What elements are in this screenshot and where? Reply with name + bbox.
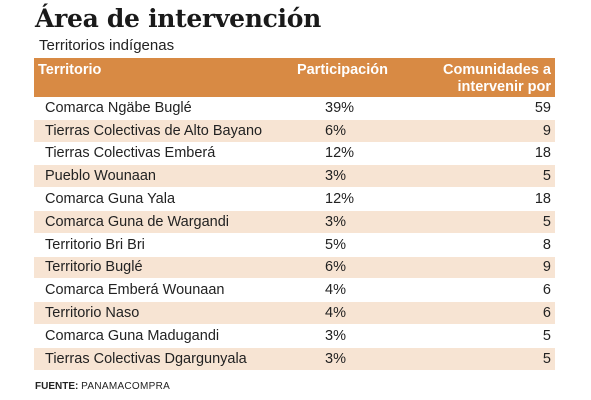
- table-row: Comarca Emberá Wounaan 4% 6: [34, 279, 555, 303]
- table-row: Tierras Colectivas Dgargunyala 3% 5: [34, 347, 555, 371]
- cell-participacion: 12%: [325, 191, 355, 208]
- cell-comunidades: 9: [542, 122, 551, 139]
- cell-territorio: Comarca Guna de Wargandi: [45, 213, 230, 230]
- page-title: Área de intervención: [35, 4, 321, 33]
- header-comunidades-line1: Comunidades a: [443, 62, 551, 78]
- table-row: Comarca Ngäbe Buglé 39% 59: [34, 97, 555, 120]
- table-row: Comarca Guna Yala 12% 18: [34, 188, 555, 211]
- cell-comunidades: 6: [542, 305, 551, 322]
- cell-territorio: Tierras Colectivas Dgargunyala: [45, 350, 247, 367]
- cell-territorio: Pueblo Wounaan: [45, 168, 156, 185]
- cell-participacion: 3%: [325, 168, 346, 185]
- table-row: Tierras Colectivas Emberá 12% 18: [34, 142, 555, 166]
- source-label: FUENTE:: [35, 381, 79, 392]
- cell-territorio: Territorio Buglé: [45, 259, 143, 276]
- territories-table: Territorio Participación Comunidades a i…: [34, 58, 555, 371]
- cell-comunidades: 9: [542, 259, 551, 276]
- cell-comunidades: 59: [534, 99, 551, 116]
- cell-territorio: Comarca Ngäbe Buglé: [45, 99, 192, 116]
- table-row: Comarca Guna de Wargandi 3% 5: [34, 210, 555, 234]
- cell-participacion: 5%: [325, 236, 346, 253]
- cell-territorio: Comarca Guna Madugandi: [45, 327, 220, 344]
- table-header: Territorio Participación Comunidades a i…: [34, 58, 555, 112]
- cell-participacion: 3%: [325, 327, 346, 344]
- cell-participacion: 6%: [325, 122, 346, 139]
- cell-comunidades: 5: [542, 327, 551, 344]
- cell-comunidades: 8: [542, 236, 551, 253]
- table-row: Tierras Colectivas de Alto Bayano 6% 9: [34, 119, 555, 143]
- page-subtitle: Territorios indígenas: [39, 37, 175, 54]
- table-row: Pueblo Wounaan 3% 5: [34, 165, 555, 189]
- cell-participacion: 39%: [325, 99, 355, 116]
- source-note: FUENTE: PANAMACOMPRA: [35, 381, 170, 393]
- cell-participacion: 3%: [325, 213, 346, 230]
- cell-comunidades: 5: [542, 350, 551, 367]
- cell-comunidades: 5: [542, 213, 551, 230]
- cell-comunidades: 18: [534, 145, 551, 162]
- table-row: Territorio Buglé 6% 9: [34, 256, 555, 280]
- table-body: Comarca Ngäbe Buglé 39% 59 Tierras Colectiv…: [34, 97, 555, 371]
- header-participacion: Participación: [296, 62, 388, 78]
- header-comunidades: Comunidades a intervenir por territorio: [394, 58, 555, 112]
- cell-participacion: 3%: [325, 350, 346, 367]
- cell-comunidades: 18: [534, 191, 551, 208]
- cell-participacion: 4%: [325, 282, 346, 299]
- cell-territorio: Tierras Colectivas de Alto Bayano: [45, 122, 263, 139]
- cell-territorio: Comarca Guna Yala: [45, 191, 176, 208]
- cell-participacion: 6%: [325, 259, 346, 276]
- header-comunidades-line2: intervenir por territorio: [457, 79, 551, 112]
- cell-territorio: Tierras Colectivas Emberá: [45, 145, 216, 162]
- cell-comunidades: 5: [542, 168, 551, 185]
- cell-territorio: Comarca Emberá Wounaan: [45, 282, 225, 299]
- cell-territorio: Territorio Bri Bri: [45, 236, 145, 253]
- table-row: Territorio Bri Bri 5% 8: [34, 233, 555, 257]
- cell-participacion: 12%: [325, 145, 355, 162]
- cell-comunidades: 6: [542, 282, 551, 299]
- cell-territorio: Territorio Naso: [45, 305, 140, 322]
- table-row: Territorio Naso 4% 6: [34, 302, 555, 325]
- table-row: Comarca Guna Madugandi 3% 5: [34, 324, 555, 348]
- source-value: PANAMACOMPRA: [81, 381, 171, 392]
- header-territorio: Territorio: [38, 62, 102, 78]
- cell-participacion: 4%: [325, 305, 346, 322]
